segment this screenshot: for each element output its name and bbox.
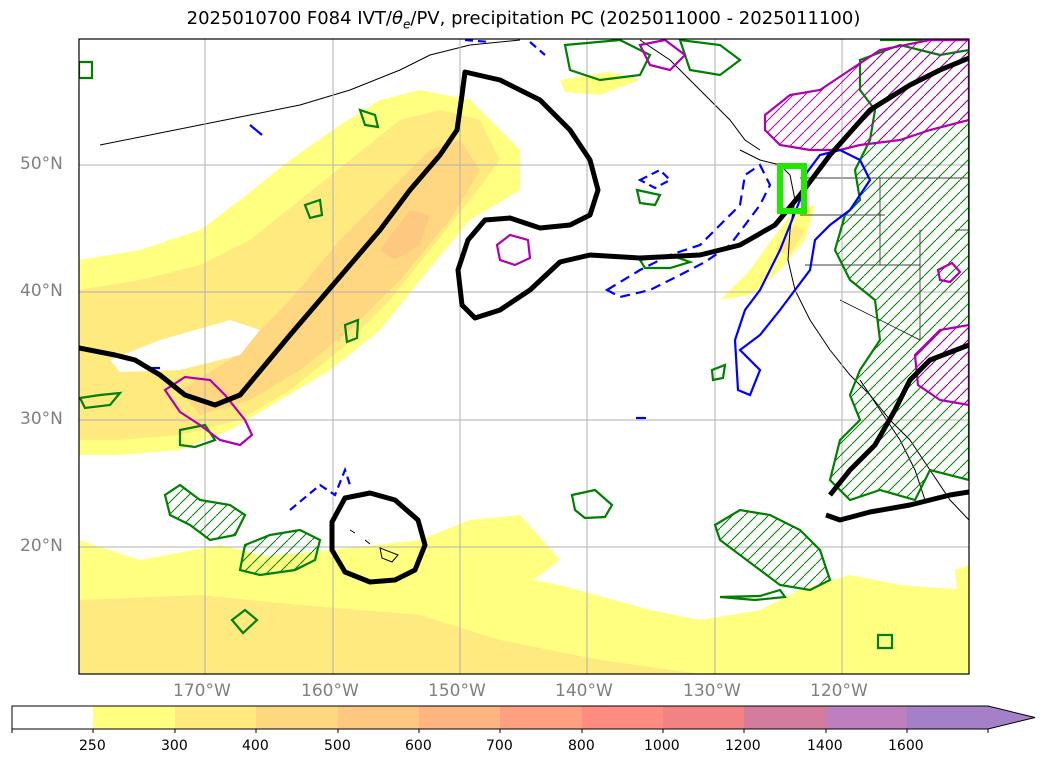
colorbar-seg-9 <box>744 706 826 729</box>
pv-northeast <box>763 39 969 152</box>
theta-e-dashed-small <box>637 168 672 190</box>
jet-southeast <box>825 342 969 523</box>
colorbar-label-1000: 1000 <box>644 738 680 754</box>
colorbar-label-1200: 1200 <box>725 738 761 754</box>
lon-label-120w: 120°W <box>810 681 868 701</box>
hawaii-islands <box>349 529 399 563</box>
colorbar-outline <box>11 705 1036 730</box>
bc-coast <box>739 149 791 176</box>
lon-label-150w: 150°W <box>428 681 486 701</box>
lon-label-130w: 130°W <box>683 681 741 701</box>
theta-e-solid-coast <box>733 148 872 397</box>
title-prefix: 2025010700 F084 IVT/ <box>186 8 392 29</box>
colorbar-seg-0 <box>12 706 93 729</box>
precip-small-5 <box>79 391 123 410</box>
precip-small-1 <box>303 198 324 220</box>
colorbar-label-500: 500 <box>324 738 351 754</box>
pv-central <box>495 233 532 267</box>
precip-small-8 <box>710 363 727 382</box>
precip-small-2 <box>635 188 662 207</box>
ivt-plume-peak <box>380 210 430 260</box>
colorbar-label-1400: 1400 <box>807 738 843 754</box>
ivt-plume-core <box>180 140 480 415</box>
colorbar-extend-arrow <box>907 706 1035 729</box>
theta-e-dashed-pacific <box>604 163 772 299</box>
lon-label-140w: 140°W <box>555 681 613 701</box>
pv-north <box>638 39 687 72</box>
lat-label-50n: 50°N <box>20 154 63 174</box>
precip-north-1 <box>563 39 652 82</box>
colorbar-label-700: 700 <box>486 738 513 754</box>
colorbar-seg-8 <box>663 706 744 729</box>
theta-e-solid-north <box>249 124 263 136</box>
precip-small-4 <box>343 318 360 344</box>
jet-hawaii <box>329 490 428 585</box>
pv-west <box>163 375 254 447</box>
theta-e-dashed-hawaii <box>289 466 352 511</box>
map-frame <box>78 38 970 675</box>
alaska-panhandle <box>639 39 761 151</box>
colorbar-seg-10 <box>826 706 907 729</box>
colorbar-seg-3 <box>256 706 338 729</box>
pv-contours <box>163 39 969 447</box>
target-box <box>777 163 807 214</box>
title-theta: θ <box>391 8 403 29</box>
colorbar-ticks <box>11 729 989 733</box>
lat-label-40n: 40°N <box>20 281 63 301</box>
colorbar-seg-2 <box>175 706 256 729</box>
colorbar-label-400: 400 <box>242 738 269 754</box>
precip-north-2 <box>678 39 742 77</box>
colorbar-seg-7 <box>582 706 663 729</box>
title-suffix: /PV, precipitation PC (2025011000 - 2025… <box>410 8 861 29</box>
colorbar-label-800: 800 <box>568 738 595 754</box>
colorbar-label-1600: 1600 <box>888 738 924 754</box>
colorbar-seg-4 <box>338 706 419 729</box>
ivt-band-hawaii <box>230 515 560 600</box>
precip-hawaii <box>238 528 322 577</box>
title-theta-sub: e <box>403 17 411 32</box>
ivt-shading <box>79 72 969 674</box>
theta-e-dashed-top <box>464 39 546 56</box>
jet-main <box>79 55 969 408</box>
lon-label-160w: 160°W <box>301 681 359 701</box>
colorbar-label-300: 300 <box>161 738 188 754</box>
theta-e-contours <box>145 39 872 511</box>
precip-sw <box>163 483 247 542</box>
jet-contours <box>79 55 969 585</box>
pv-south-east <box>913 323 969 407</box>
lat-label-30n: 30°N <box>20 409 63 429</box>
pv-small-east <box>936 261 962 284</box>
ivt-coastal <box>720 205 815 300</box>
colorbar-seg-6 <box>500 706 582 729</box>
precip-east-pacific <box>713 508 832 592</box>
ivt-hole <box>110 320 260 372</box>
alaska-coast <box>99 39 521 146</box>
colorbar-seg-1 <box>93 706 175 729</box>
ivt-coastal-core <box>775 225 805 255</box>
precip-small-7 <box>570 488 614 520</box>
map-area <box>79 39 969 674</box>
ivt-band-south-inner <box>79 595 700 674</box>
precip-small-13 <box>719 588 787 602</box>
precip-small-3 <box>358 108 380 129</box>
precip-small-10 <box>876 633 894 650</box>
lon-label-170w: 170°W <box>173 681 231 701</box>
map-title: 2025010700 F084 IVT/θe/PV, precipitation… <box>0 8 1047 32</box>
colorbar-seg-5 <box>419 706 500 729</box>
precip-small-9 <box>230 608 259 635</box>
lat-label-20n: 20°N <box>20 536 63 556</box>
ivt-east-strip <box>955 565 969 620</box>
colorbar-label-250: 250 <box>79 738 106 754</box>
colorbar-label-600: 600 <box>405 738 432 754</box>
colorbar <box>11 705 1036 733</box>
precip-small-12 <box>79 60 94 80</box>
